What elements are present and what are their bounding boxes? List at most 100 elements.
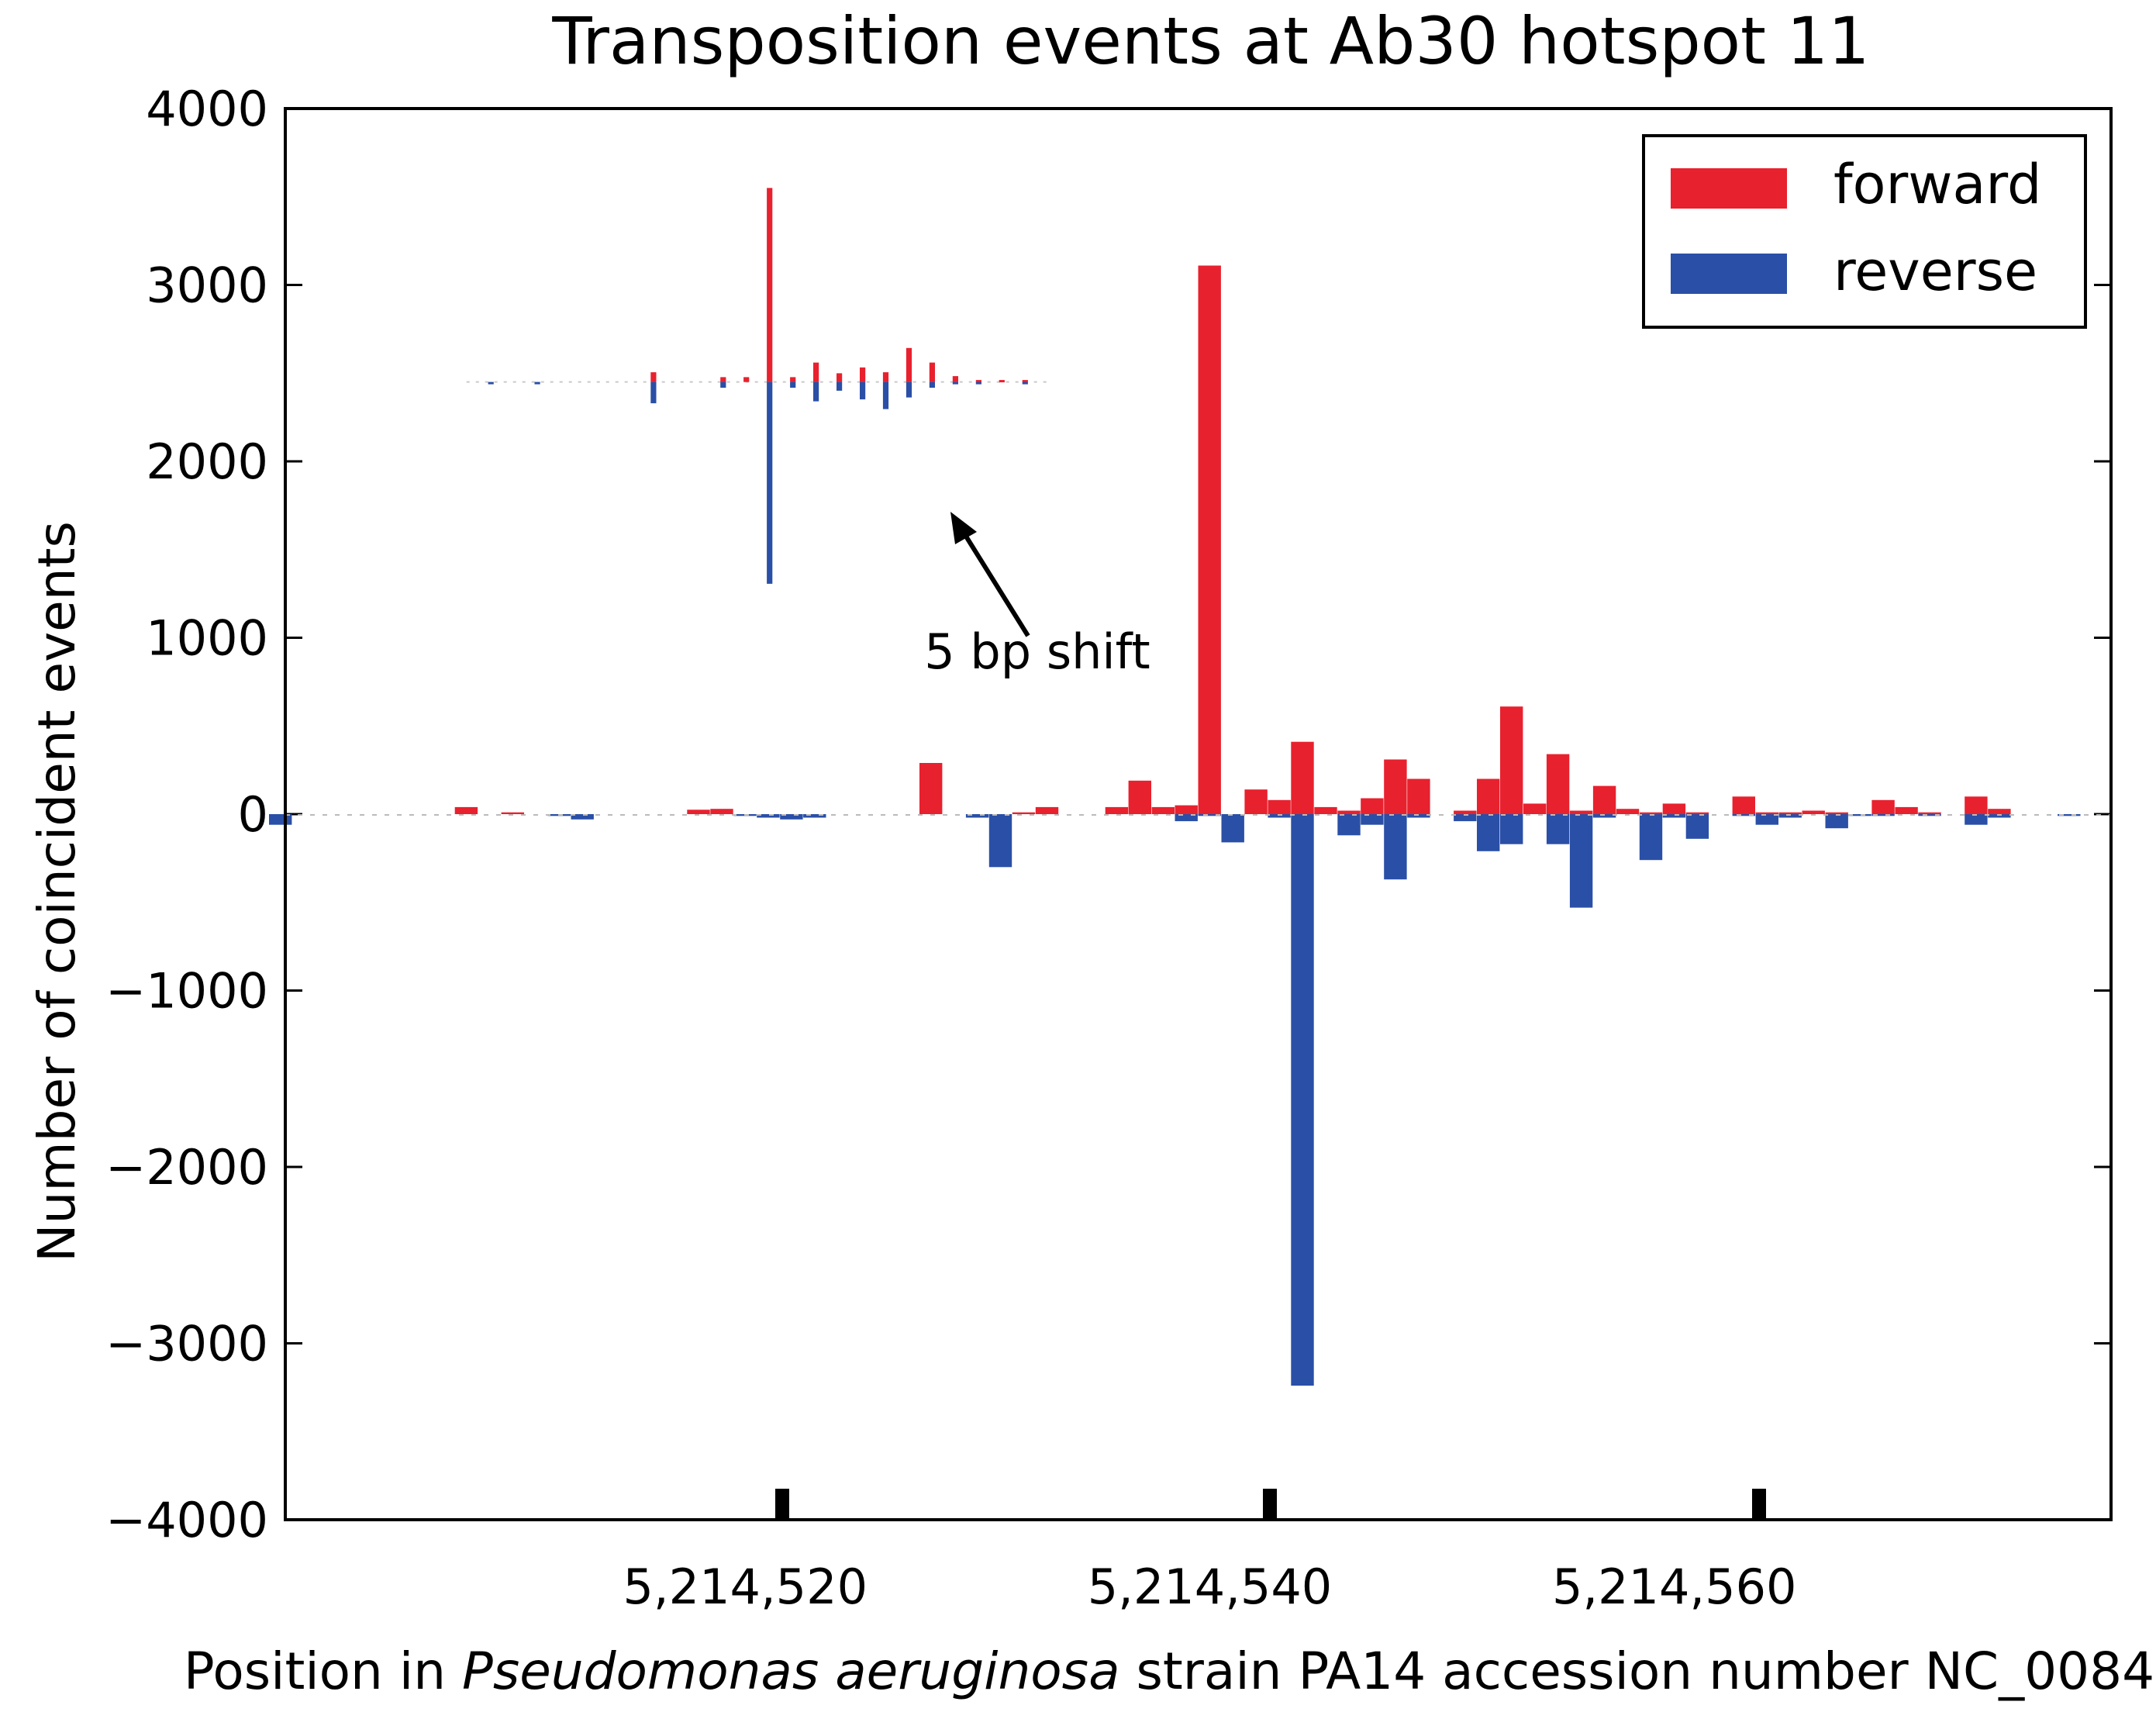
bar-reverse xyxy=(1337,814,1361,836)
legend-box xyxy=(1642,134,2087,329)
bar-reverse xyxy=(1685,814,1709,839)
bar-reverse xyxy=(1291,814,1314,1386)
bar-forward xyxy=(1802,810,1825,814)
bar-reverse xyxy=(988,814,1012,868)
inset-bar-reverse xyxy=(929,381,935,388)
bar-reverse xyxy=(780,814,803,820)
y-tick-label: −3000 xyxy=(105,1316,268,1372)
bar-reverse xyxy=(1592,814,1616,818)
x-tick-label: 5,214,560 xyxy=(1552,1558,1797,1615)
bar-reverse xyxy=(757,814,780,818)
inset-bar-reverse xyxy=(790,381,796,388)
bar-reverse xyxy=(1361,814,1384,825)
inset-bar-reverse xyxy=(767,381,773,584)
y-tick-label: 0 xyxy=(238,786,268,843)
bar-reverse xyxy=(1755,814,1778,825)
bar-reverse xyxy=(1639,814,1663,861)
bar-reverse xyxy=(1500,814,1523,844)
bar-forward xyxy=(1778,812,1802,814)
bar-reverse xyxy=(2058,814,2081,816)
bar-forward xyxy=(1268,799,1291,814)
bar-reverse xyxy=(1988,814,2011,818)
inset-bar-reverse xyxy=(650,381,657,404)
inset-bar-reverse xyxy=(952,381,958,385)
bar-reverse xyxy=(1825,814,1848,829)
bar-forward xyxy=(1825,812,1848,814)
bar-forward xyxy=(1012,812,1036,814)
inset-bar-forward xyxy=(975,380,981,383)
chart-title: Transposition events at Ab30 hotspot 11 xyxy=(551,3,1869,79)
bar-reverse xyxy=(1221,814,1244,843)
bar-forward xyxy=(1732,796,1755,815)
bar-forward xyxy=(1337,810,1361,814)
inset-layer xyxy=(466,188,1047,584)
inset-bar-forward xyxy=(1022,380,1028,383)
plot-frame xyxy=(284,107,2113,1521)
inset-bar-reverse xyxy=(813,381,819,402)
bar-forward xyxy=(1592,785,1616,814)
inset-bar-forward xyxy=(882,372,889,382)
legend-label-reverse: reverse xyxy=(1833,240,2037,303)
bar-reverse xyxy=(1965,814,1988,825)
bar-forward xyxy=(1175,805,1198,814)
bar-reverse xyxy=(1732,814,1755,816)
bar-forward xyxy=(710,809,733,814)
inset-bar-reverse xyxy=(882,381,889,409)
legend-swatch-reverse xyxy=(1671,254,1787,294)
bar-forward xyxy=(1477,778,1500,814)
bar-forward xyxy=(1500,706,1523,814)
inset-bar-reverse xyxy=(860,381,866,400)
bar-reverse xyxy=(1198,814,1221,816)
bar-forward xyxy=(1035,806,1059,814)
inset-bar-forward xyxy=(860,367,866,382)
plot-area: −4000 −3000 −2000 −1000 0 1000 2000 3000 4000 5,2… xyxy=(105,81,2113,1615)
bar-forward xyxy=(1523,803,1547,814)
bar-forward xyxy=(1965,796,1988,815)
tick-layer: −4000 −3000 −2000 −1000 0 1000 2000 3000 4000 5,2… xyxy=(105,81,2111,1615)
bar-reverse xyxy=(1268,814,1291,818)
bar-forward xyxy=(1755,812,1778,814)
inset-bar-forward xyxy=(650,372,657,382)
inset-bar-forward xyxy=(790,377,796,382)
inset-bar-forward xyxy=(999,380,1005,383)
bar-forward xyxy=(501,812,524,814)
inset-bar-forward xyxy=(906,347,912,382)
inset-bar-reverse xyxy=(488,381,494,385)
annotation-arrowhead xyxy=(950,512,977,544)
y-axis-label: Number of coincident events xyxy=(27,521,87,1262)
bar-reverse xyxy=(1918,814,1941,816)
inset-bar-reverse xyxy=(975,381,981,385)
annotation-shift: 5 bp shift xyxy=(924,512,1150,680)
bar-reverse xyxy=(1848,814,1871,816)
bar-reverse xyxy=(1477,814,1500,851)
bar-reverse xyxy=(1407,814,1430,818)
bar-forward xyxy=(1361,798,1384,814)
bar-forward xyxy=(1616,809,1640,814)
y-tick-label: 4000 xyxy=(146,81,268,137)
y-tick-label: −1000 xyxy=(105,963,268,1020)
bar-forward xyxy=(1128,780,1151,814)
bar-forward xyxy=(687,809,710,814)
bar-reverse xyxy=(1546,814,1570,844)
bar-forward xyxy=(1291,741,1314,814)
bar-forward xyxy=(1569,810,1593,814)
inset-bar-forward xyxy=(767,188,773,382)
legend-label-forward: forward xyxy=(1833,153,2041,216)
y-tick-label: 3000 xyxy=(146,257,268,314)
y-tick-label: −2000 xyxy=(105,1139,268,1196)
bar-forward xyxy=(1244,789,1268,814)
x-tick-marks-bottom xyxy=(775,1489,1766,1520)
bars-layer xyxy=(269,265,2081,1386)
annotation-label: 5 bp shift xyxy=(924,623,1150,680)
x-axis-label-species: Pseudomonas aeruginosa xyxy=(462,1641,1120,1701)
bar-reverse xyxy=(1454,814,1477,822)
inset-bar-forward xyxy=(952,376,958,382)
inset-bar-reverse xyxy=(720,381,726,388)
bar-forward xyxy=(1918,812,1941,814)
inset-bar-reverse xyxy=(1022,381,1028,385)
bar-forward xyxy=(1105,806,1129,814)
bar-forward xyxy=(1384,759,1407,814)
x-axis-label-prefix: Position in xyxy=(184,1641,462,1701)
bar-forward xyxy=(1151,806,1175,814)
y-tick-label: 1000 xyxy=(146,610,268,667)
